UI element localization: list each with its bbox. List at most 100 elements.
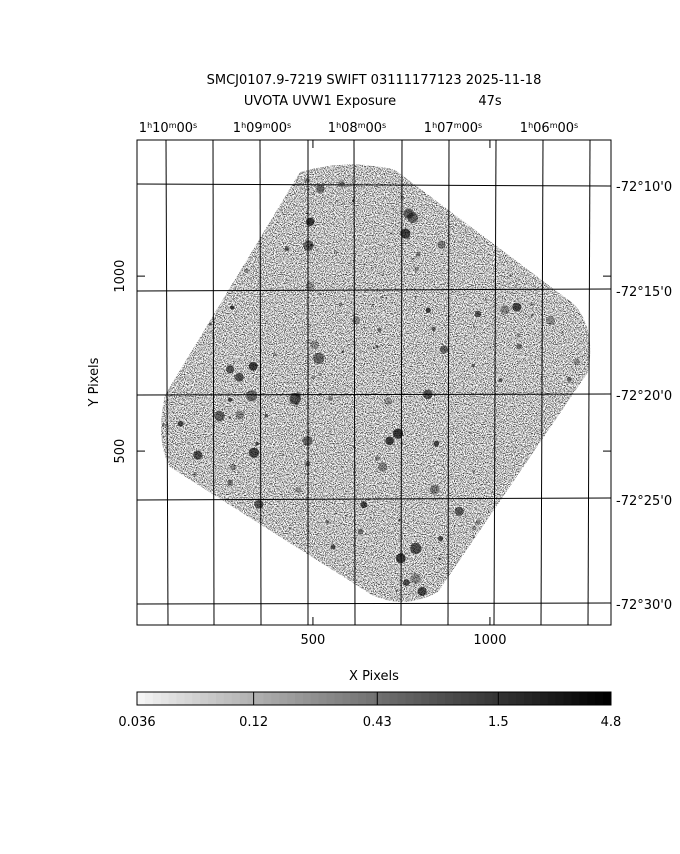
y-tick-label: 1000 <box>113 260 128 293</box>
ra-label-part: 00 <box>365 121 382 136</box>
star <box>295 359 298 362</box>
star <box>333 250 338 255</box>
colorbar-step <box>468 692 478 705</box>
star <box>235 410 245 420</box>
ra-label-part: 1 <box>424 121 432 136</box>
star <box>403 579 410 586</box>
star <box>328 430 332 433</box>
ra-label-part: s <box>193 121 197 130</box>
exposure: 47s <box>478 94 502 109</box>
star <box>319 292 322 295</box>
colorbar-step <box>168 692 177 705</box>
ra-label-part: m <box>263 121 271 130</box>
star <box>162 424 165 427</box>
star <box>418 391 421 394</box>
star <box>345 514 348 517</box>
colorbar-step <box>547 692 557 705</box>
star <box>248 447 260 458</box>
star <box>221 408 224 411</box>
star <box>286 279 289 282</box>
star <box>225 365 235 374</box>
star <box>228 397 233 402</box>
star <box>261 295 263 298</box>
star <box>349 262 352 264</box>
colorbar-step <box>326 692 335 705</box>
ra-grid-line <box>540 139 544 626</box>
star <box>408 237 411 240</box>
star <box>375 456 380 462</box>
star <box>381 296 384 299</box>
ra-grid-line <box>493 139 497 626</box>
star <box>360 501 368 509</box>
colorbar-step <box>555 692 565 705</box>
title: SMCJ0107.9-7219 SWIFT 03111177123 2025-1… <box>207 73 542 88</box>
colorbar-step <box>318 692 328 705</box>
ra-label: 1h06m00s <box>520 121 578 136</box>
colorbar-step <box>571 692 580 705</box>
ra-label-part: 09 <box>246 121 263 136</box>
star <box>371 266 373 269</box>
colorbar-step <box>184 692 193 705</box>
ra-label-part: 00 <box>176 121 193 136</box>
colorbar-step <box>539 692 549 705</box>
ra-grid-line <box>400 139 403 626</box>
star <box>254 499 264 509</box>
star <box>228 416 232 419</box>
ra-label-part: h <box>241 121 246 130</box>
ra-label: 1h09m00s <box>233 121 291 136</box>
star <box>392 207 395 210</box>
star <box>500 305 510 315</box>
ra-label-part: 1 <box>328 121 336 136</box>
colorbar-step <box>342 692 351 705</box>
ra-label-part: s <box>287 121 291 130</box>
star <box>433 359 436 362</box>
star <box>214 410 225 422</box>
star <box>230 305 235 310</box>
star <box>566 376 572 382</box>
ra-grid-line <box>587 139 591 626</box>
star <box>472 325 476 328</box>
star <box>319 372 323 376</box>
star <box>208 322 212 326</box>
star <box>313 352 325 364</box>
colorbar-step <box>603 692 612 705</box>
colorbar-tick-label: 0.12 <box>239 715 268 730</box>
star <box>433 440 440 447</box>
star <box>454 506 464 516</box>
ra-label-part: m <box>358 121 366 130</box>
star <box>309 340 319 350</box>
colorbar-step <box>358 692 367 705</box>
colorbar-step <box>137 692 146 705</box>
star <box>265 320 268 323</box>
colorbar-step <box>524 692 533 705</box>
colorbar-step <box>437 692 446 705</box>
colorbar-tick-label: 4.8 <box>601 715 622 730</box>
colorbar-step <box>295 692 304 705</box>
star <box>429 484 440 495</box>
ra-label-part: 1 <box>520 121 528 136</box>
colorbar-tick-label: 1.5 <box>488 715 509 730</box>
star <box>487 511 490 513</box>
star <box>193 450 203 460</box>
star <box>334 512 337 515</box>
star <box>177 420 184 427</box>
star <box>515 285 518 288</box>
star <box>289 393 301 405</box>
colorbar-step <box>516 692 525 705</box>
star <box>222 404 225 406</box>
star <box>412 519 415 522</box>
star <box>311 192 314 195</box>
star <box>347 344 350 347</box>
colorbar-step <box>231 692 241 705</box>
star <box>395 589 398 593</box>
star <box>340 465 343 467</box>
ra-label: 1h07m00s <box>424 121 482 136</box>
star <box>530 303 534 307</box>
star <box>204 335 207 338</box>
ra-label-part: h <box>528 121 533 130</box>
colorbar-step <box>476 692 486 705</box>
subtitle: UVOTA UVW1 Exposure <box>244 94 396 109</box>
colorbar-step <box>413 692 422 705</box>
star <box>252 265 255 268</box>
